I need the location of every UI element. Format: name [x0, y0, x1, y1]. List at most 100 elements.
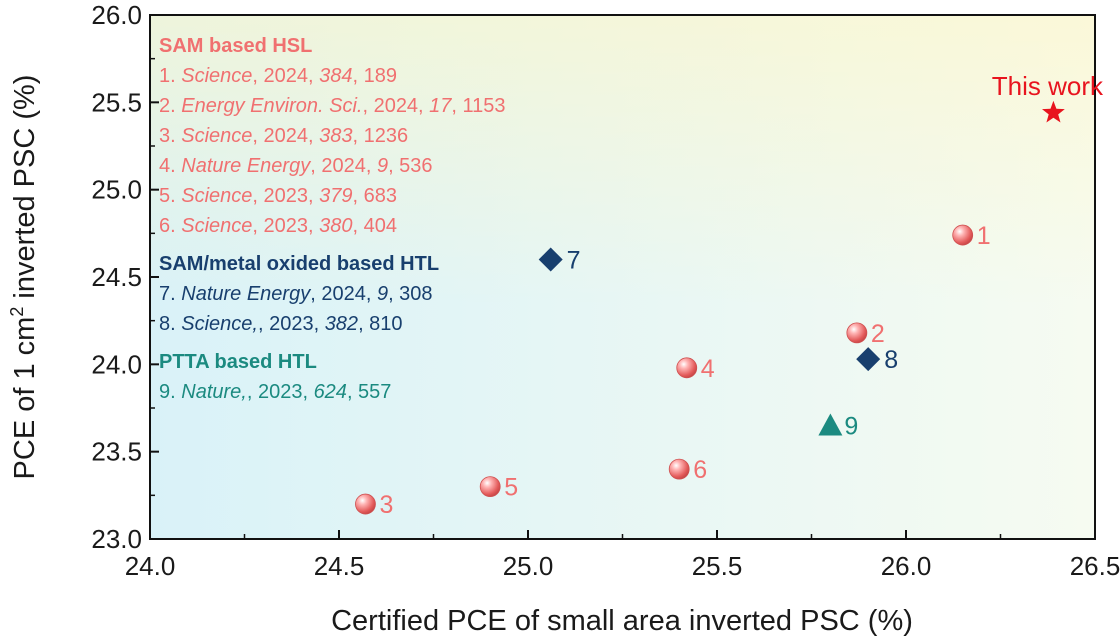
reference-entry: 1. Science, 2024, 384, 189	[159, 65, 397, 87]
reference-part: , 2023,	[252, 215, 319, 237]
reference-part: 9	[377, 283, 388, 305]
point-label: 5	[504, 474, 518, 502]
reference-part: Science	[181, 185, 252, 207]
reference-entry: 6. Science, 2023, 380, 404	[159, 215, 397, 237]
point-marker-7	[538, 247, 563, 272]
reference-part: , 2023,	[258, 313, 325, 335]
reference-part: , 2024,	[310, 283, 377, 305]
reference-entry: 2. Energy Environ. Sci., 2024, 17, 1153	[159, 95, 506, 117]
y-tick-label: 25.0	[91, 175, 142, 205]
x-tick-label: 25.0	[503, 551, 554, 581]
reference-part: , 2023,	[247, 381, 314, 403]
reference-part: 4.	[159, 155, 181, 177]
point-marker-6	[668, 458, 690, 480]
point-label: 4	[701, 355, 715, 383]
x-axis-title: Certified PCE of small area inverted PSC…	[331, 605, 913, 637]
reference-part: Nature Energy	[181, 155, 311, 177]
reference-part: 1.	[159, 65, 181, 87]
point-label: 9	[844, 412, 858, 440]
reference-entry: 3. Science, 2024, 383, 1236	[159, 125, 408, 147]
reference-part: Science	[181, 125, 252, 147]
point-marker-5	[479, 476, 501, 498]
reference-entry: 8. Science,, 2023, 382, 810	[159, 313, 403, 335]
reference-entry: 5. Science, 2023, 379, 683	[159, 185, 397, 207]
point-marker-3	[355, 493, 376, 515]
reference-part: , 1236	[353, 125, 409, 147]
reference-part: 7.	[159, 283, 181, 305]
reference-part: 382	[325, 313, 358, 335]
reference-entry: 4. Nature Energy, 2024, 9, 536	[159, 155, 433, 177]
reference-part: Science,	[181, 313, 258, 335]
y-axis-title: PCE of 1 cm2 inverted PSC (%)	[7, 75, 41, 480]
y-tick-label: 24.5	[91, 262, 142, 292]
point-label: 8	[884, 346, 898, 374]
point-label: 1	[977, 222, 991, 250]
reference-part: 2.	[159, 95, 181, 117]
point-label: 3	[379, 491, 393, 519]
x-tick-label: 26.0	[881, 551, 932, 581]
y-tick-label: 24.0	[91, 349, 142, 379]
reference-part: 3.	[159, 125, 181, 147]
legend-heading: SAM based HSL	[159, 35, 312, 57]
reference-entry: 9. Nature,, 2023, 624, 557	[159, 381, 391, 403]
reference-part: 624	[314, 381, 347, 403]
x-tick-label: 26.5	[1070, 551, 1120, 581]
point-marker-1	[952, 224, 974, 246]
y-axis-title-main: PCE of 1 cm	[9, 317, 41, 480]
reference-part: , 189	[353, 65, 397, 87]
reference-part: Nature,	[181, 381, 247, 403]
reference-part: , 536	[388, 155, 432, 177]
point-marker-4	[676, 357, 698, 379]
reference-part: 8.	[159, 313, 181, 335]
reference-part: 9	[377, 155, 388, 177]
axis-tick-labels: 24.0 24.5 25.0 25.5 26.0 26.523.023.524.024.5…	[91, 0, 1120, 581]
data-points: 1 2 3 4 5 6 7 8 9 This work	[355, 71, 1104, 519]
reference-part: , 2023,	[252, 185, 319, 207]
reference-part: 17	[429, 95, 452, 117]
point-marker-this-work	[1042, 100, 1065, 123]
point-marker-8	[856, 347, 881, 372]
reference-part: Energy Environ. Sci.	[181, 95, 362, 117]
point-label: 6	[693, 456, 707, 484]
x-tick-label: 24.0	[125, 551, 176, 581]
reference-part: , 404	[353, 215, 397, 237]
y-tick-label: 26.0	[91, 0, 142, 30]
y-tick-label: 25.5	[91, 87, 142, 117]
legend-heading: PTTA based HTL	[159, 351, 317, 373]
plot-area	[149, 14, 1096, 540]
reference-part: 379	[319, 185, 352, 207]
point-label: 7	[567, 247, 581, 275]
reference-part: Science	[181, 65, 252, 87]
reference-part: , 2024,	[252, 125, 319, 147]
reference-part: , 2024,	[362, 95, 429, 117]
reference-part: , 308	[388, 283, 432, 305]
y-axis-title-superscript: 2	[7, 307, 27, 317]
reference-part: , 557	[347, 381, 391, 403]
axis-ticks	[149, 14, 1096, 540]
reference-part: , 810	[358, 313, 402, 335]
reference-part: , 1153	[451, 95, 505, 117]
reference-part: , 2024,	[310, 155, 377, 177]
reference-part: 9.	[159, 381, 181, 403]
x-tick-label: 25.5	[692, 551, 743, 581]
point-marker-9	[818, 413, 843, 436]
legend-heading: SAM/metal oxided based HTL	[159, 253, 439, 275]
y-tick-label: 23.0	[91, 524, 142, 554]
y-tick-label: 23.5	[91, 437, 142, 467]
reference-part: Nature Energy	[181, 283, 311, 305]
reference-part: 383	[319, 125, 352, 147]
point-label: This work	[992, 71, 1104, 101]
point-marker-2	[846, 322, 868, 344]
reference-part: , 683	[353, 185, 397, 207]
reference-part: 5.	[159, 185, 181, 207]
point-label: 2	[871, 320, 885, 348]
reference-entry: 7. Nature Energy, 2024, 9, 308	[159, 283, 433, 305]
reference-part: , 2024,	[252, 65, 319, 87]
reference-part: 384	[319, 65, 352, 87]
reference-part: Science	[181, 215, 252, 237]
reference-part: 6.	[159, 215, 181, 237]
x-tick-label: 24.5	[314, 551, 365, 581]
y-axis-title-unit: inverted PSC (%)	[9, 75, 41, 307]
